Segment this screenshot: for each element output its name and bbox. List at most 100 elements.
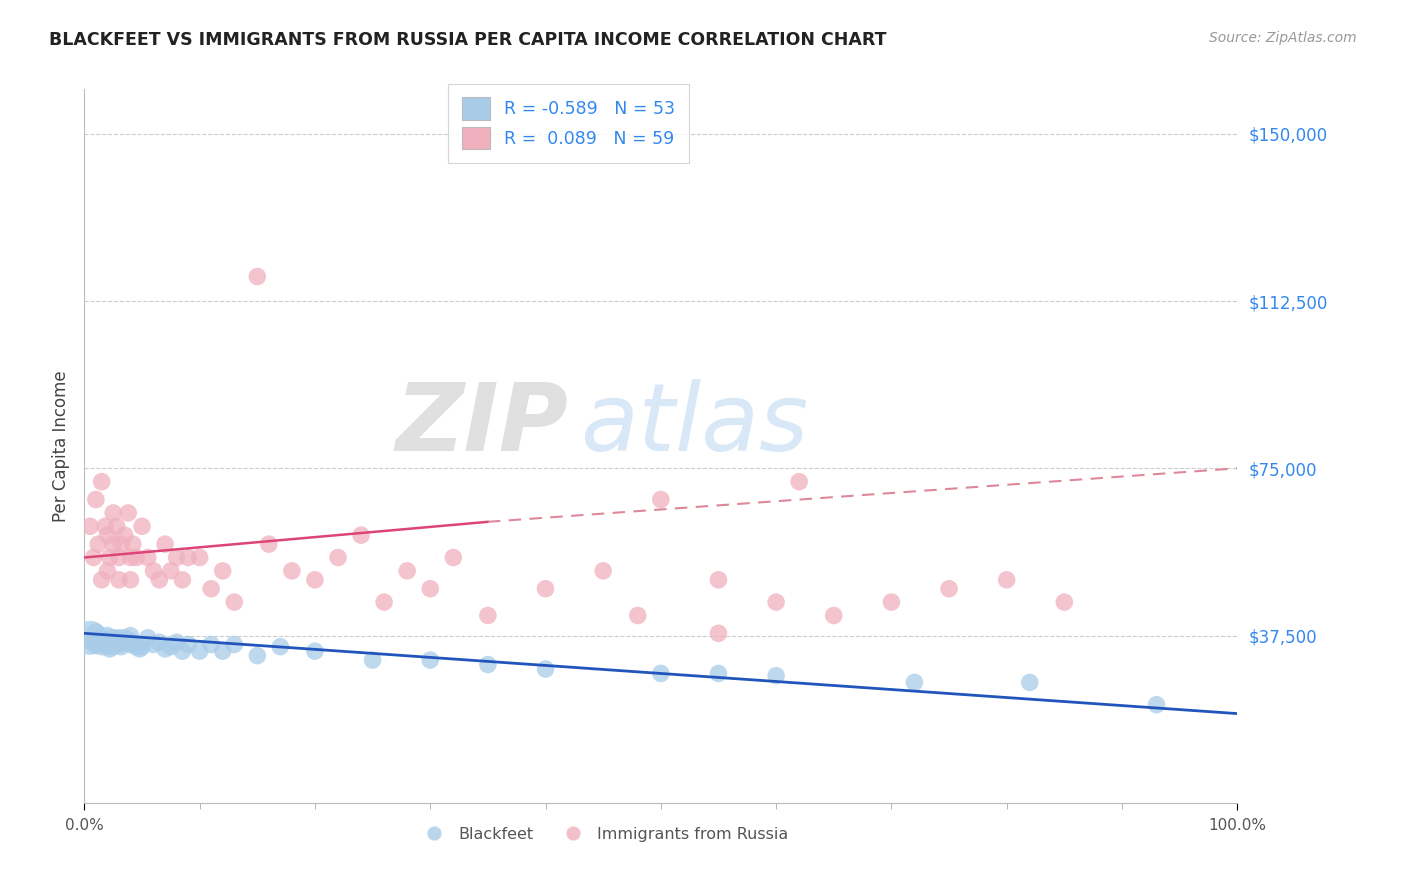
- Point: [166, 635, 188, 649]
- Point: [90, 573, 112, 587]
- Point: [177, 550, 200, 565]
- Point: [419, 582, 441, 596]
- Point: [125, 550, 148, 565]
- Point: [1053, 595, 1076, 609]
- Point: [94, 633, 117, 648]
- Point: [117, 506, 139, 520]
- Point: [84, 492, 107, 507]
- Point: [114, 635, 136, 649]
- Point: [304, 644, 326, 658]
- Point: [396, 564, 419, 578]
- Point: [160, 640, 183, 654]
- Point: [477, 657, 499, 672]
- Point: [98, 642, 121, 657]
- Point: [534, 582, 557, 596]
- Text: atlas: atlas: [581, 379, 808, 470]
- Point: [707, 573, 730, 587]
- Point: [172, 644, 194, 658]
- Point: [350, 528, 373, 542]
- Point: [707, 626, 730, 640]
- Point: [995, 573, 1018, 587]
- Point: [224, 637, 246, 651]
- Point: [188, 550, 211, 565]
- Point: [153, 642, 176, 657]
- Point: [90, 475, 112, 489]
- Point: [120, 628, 142, 642]
- Y-axis label: Per Capita Income: Per Capita Income: [52, 370, 70, 522]
- Point: [98, 635, 121, 649]
- Point: [281, 564, 304, 578]
- Point: [142, 564, 165, 578]
- Point: [103, 537, 124, 551]
- Point: [131, 640, 153, 654]
- Point: [765, 669, 787, 683]
- Point: [103, 506, 124, 520]
- Point: [1018, 675, 1040, 690]
- Point: [787, 475, 810, 489]
- Point: [114, 631, 136, 645]
- Point: [246, 269, 269, 284]
- Text: BLACKFEET VS IMMIGRANTS FROM RUSSIA PER CAPITA INCOME CORRELATION CHART: BLACKFEET VS IMMIGRANTS FROM RUSSIA PER …: [49, 31, 887, 49]
- Point: [136, 631, 159, 645]
- Point: [650, 492, 672, 507]
- Point: [131, 519, 153, 533]
- Point: [166, 550, 188, 565]
- Point: [188, 644, 211, 658]
- Point: [172, 573, 194, 587]
- Point: [79, 631, 101, 645]
- Point: [110, 640, 132, 654]
- Point: [103, 631, 124, 645]
- Point: [153, 537, 176, 551]
- Point: [121, 635, 143, 649]
- Point: [105, 519, 128, 533]
- Point: [419, 653, 441, 667]
- Point: [98, 550, 121, 565]
- Point: [211, 644, 233, 658]
- Point: [1146, 698, 1168, 712]
- Point: [903, 675, 925, 690]
- Point: [108, 633, 131, 648]
- Point: [108, 637, 131, 651]
- Point: [136, 550, 159, 565]
- Point: [105, 635, 128, 649]
- Point: [823, 608, 845, 623]
- Text: Source: ZipAtlas.com: Source: ZipAtlas.com: [1209, 31, 1357, 45]
- Point: [84, 626, 107, 640]
- Point: [83, 635, 105, 649]
- Point: [90, 631, 112, 645]
- Point: [938, 582, 960, 596]
- Point: [534, 662, 557, 676]
- Point: [121, 537, 143, 551]
- Point: [326, 550, 349, 565]
- Point: [200, 582, 222, 596]
- Point: [246, 648, 269, 663]
- Point: [269, 640, 291, 654]
- Point: [108, 631, 131, 645]
- Point: [304, 573, 326, 587]
- Point: [627, 608, 650, 623]
- Point: [120, 550, 142, 565]
- Point: [765, 595, 787, 609]
- Point: [96, 564, 118, 578]
- Point: [224, 595, 246, 609]
- Point: [125, 640, 148, 654]
- Point: [110, 537, 132, 551]
- Point: [592, 564, 614, 578]
- Point: [477, 608, 499, 623]
- Point: [84, 637, 107, 651]
- Point: [114, 528, 136, 542]
- Point: [90, 640, 112, 654]
- Text: ZIP: ZIP: [395, 378, 568, 471]
- Point: [96, 628, 118, 642]
- Point: [103, 640, 124, 654]
- Point: [96, 528, 118, 542]
- Point: [117, 633, 139, 648]
- Point: [650, 666, 672, 681]
- Point: [373, 595, 395, 609]
- Point: [94, 519, 117, 533]
- Point: [257, 537, 280, 551]
- Point: [128, 642, 150, 657]
- Point: [83, 550, 105, 565]
- Legend: Blackfeet, Immigrants from Russia: Blackfeet, Immigrants from Russia: [412, 821, 794, 848]
- Point: [148, 573, 170, 587]
